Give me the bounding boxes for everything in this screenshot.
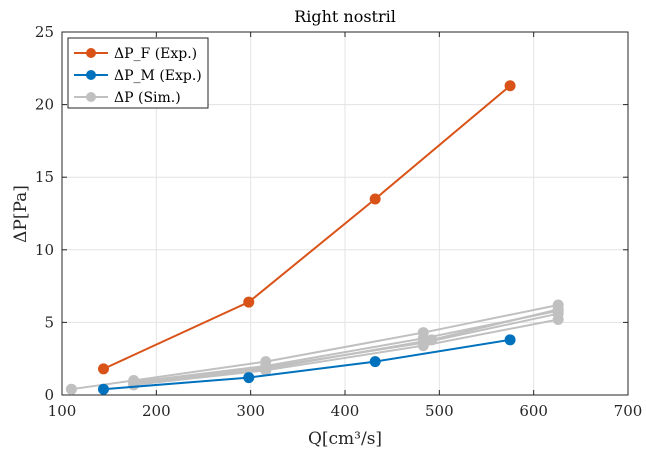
chart-title: Right nostril xyxy=(294,7,396,26)
x-tick-label: 300 xyxy=(236,402,265,420)
x-tick-label: 200 xyxy=(142,402,171,420)
legend-marker xyxy=(86,48,96,58)
y-axis-label: ΔP[Pa] xyxy=(11,185,31,243)
legend-marker xyxy=(86,70,96,80)
data-point xyxy=(243,296,255,308)
series-1 xyxy=(98,334,516,395)
series-layer xyxy=(65,80,564,395)
x-tick-label: 700 xyxy=(614,402,643,420)
legend-label: ΔP_M (Exp.) xyxy=(114,68,202,84)
series-6 xyxy=(128,303,564,389)
data-point xyxy=(552,303,564,315)
x-tick-label: 600 xyxy=(519,402,548,420)
legend-label: ΔP_F (Exp.) xyxy=(114,46,197,62)
data-point xyxy=(65,383,77,395)
series-line xyxy=(103,338,511,391)
y-tick-label: 15 xyxy=(35,168,54,186)
x-tick-label: 400 xyxy=(331,402,360,420)
data-point xyxy=(369,356,381,368)
y-tick-label: 25 xyxy=(35,23,54,41)
data-point xyxy=(426,334,438,346)
series-0 xyxy=(98,80,516,375)
data-point xyxy=(98,383,110,395)
tick-layer: 100 200 300 400 500 600 700 0 5 10 15 20 25 xyxy=(35,23,642,420)
y-tick-label: 20 xyxy=(35,96,54,114)
data-point xyxy=(369,193,381,205)
data-point xyxy=(504,334,516,346)
legend-entries: ΔP_F (Exp.) ΔP_M (Exp.) ΔP (Sim.) xyxy=(74,46,202,106)
legend-marker xyxy=(86,92,96,102)
y-tick-label: 0 xyxy=(44,386,54,404)
data-point xyxy=(260,363,272,375)
data-point xyxy=(243,372,255,384)
series-line xyxy=(103,84,511,370)
x-axis-label: Q[cm³/s] xyxy=(308,429,382,449)
y-tick-label: 5 xyxy=(44,313,54,331)
data-point xyxy=(552,313,564,325)
legend-label: ΔP (Sim.) xyxy=(114,90,181,106)
series-line xyxy=(71,303,559,391)
x-tick-label: 100 xyxy=(48,402,77,420)
y-tick-label: 10 xyxy=(35,241,54,259)
x-tick-label: 500 xyxy=(425,402,454,420)
data-point xyxy=(504,80,516,92)
series-line xyxy=(133,308,559,385)
data-point xyxy=(98,363,110,375)
legend: ΔP_F (Exp.) ΔP_M (Exp.) ΔP (Sim.) xyxy=(67,37,209,109)
series-line xyxy=(133,318,559,386)
